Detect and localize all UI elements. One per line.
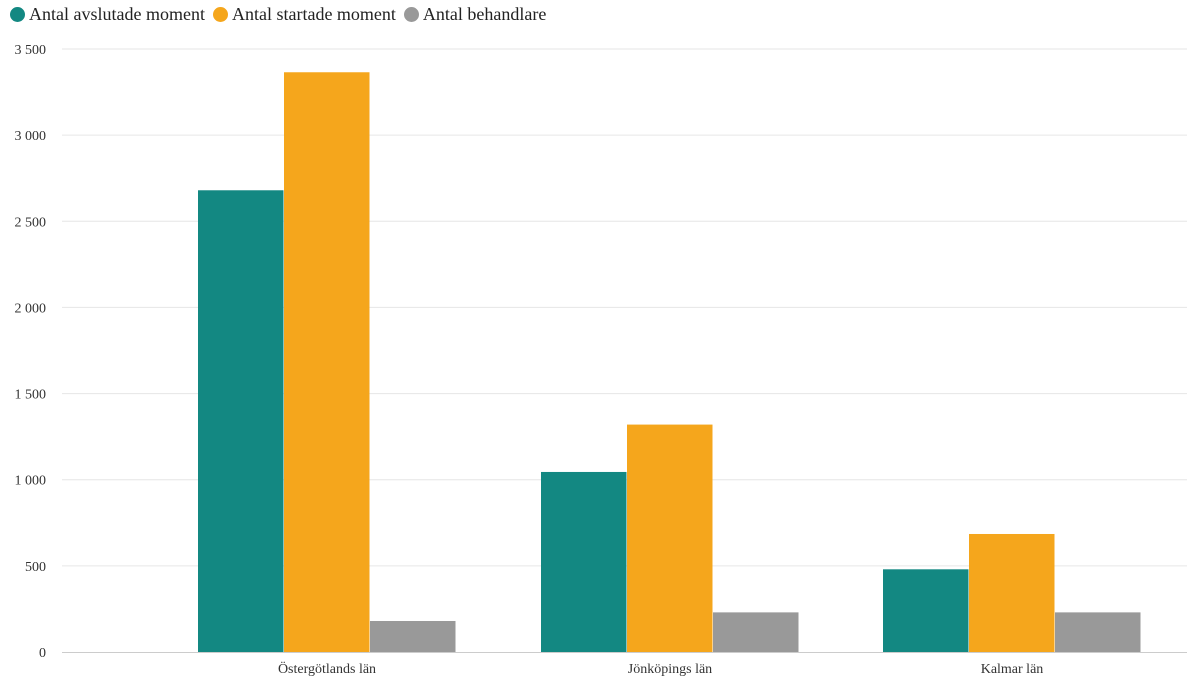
- x-tick-label: Östergötlands län: [278, 660, 376, 677]
- y-tick-label: 3 500: [15, 43, 47, 58]
- bar: [284, 72, 370, 653]
- legend-label: Antal behandlare: [422, 4, 547, 24]
- legend-label: Antal startade moment: [231, 4, 396, 24]
- y-tick-label: 2 500: [15, 215, 47, 230]
- legend-item-behandlare[interactable]: Antal behandlare: [403, 3, 547, 25]
- legend-label: Antal avslutade moment: [29, 4, 205, 24]
- x-tick-label: Kalmar län: [981, 662, 1044, 677]
- bar: [713, 612, 799, 652]
- legend-item-startade[interactable]: Antal startade moment: [212, 3, 396, 25]
- legend-swatch: [10, 6, 25, 22]
- y-tick-label: 2 000: [15, 301, 47, 316]
- legend-item-avslutade[interactable]: Antal avslutade moment: [10, 3, 205, 25]
- bar: [627, 424, 713, 652]
- y-tick-label: 1 000: [15, 474, 47, 489]
- x-tick-label: Jönköpings län: [628, 662, 712, 677]
- bar: [1055, 612, 1141, 652]
- bar: [883, 569, 969, 652]
- legend-swatch: [403, 6, 419, 22]
- bar: [370, 620, 456, 652]
- y-tick-label: 500: [25, 560, 46, 575]
- bar: [969, 533, 1055, 652]
- y-tick-label: 0: [39, 646, 46, 661]
- bar: [541, 471, 627, 652]
- chart-legend: Antal avslutade moment Antal startade mo…: [10, 3, 546, 25]
- legend-swatch: [212, 6, 228, 22]
- bar: [198, 190, 284, 652]
- y-tick-label: 3 000: [15, 129, 47, 144]
- y-tick-label: 1 500: [15, 388, 47, 403]
